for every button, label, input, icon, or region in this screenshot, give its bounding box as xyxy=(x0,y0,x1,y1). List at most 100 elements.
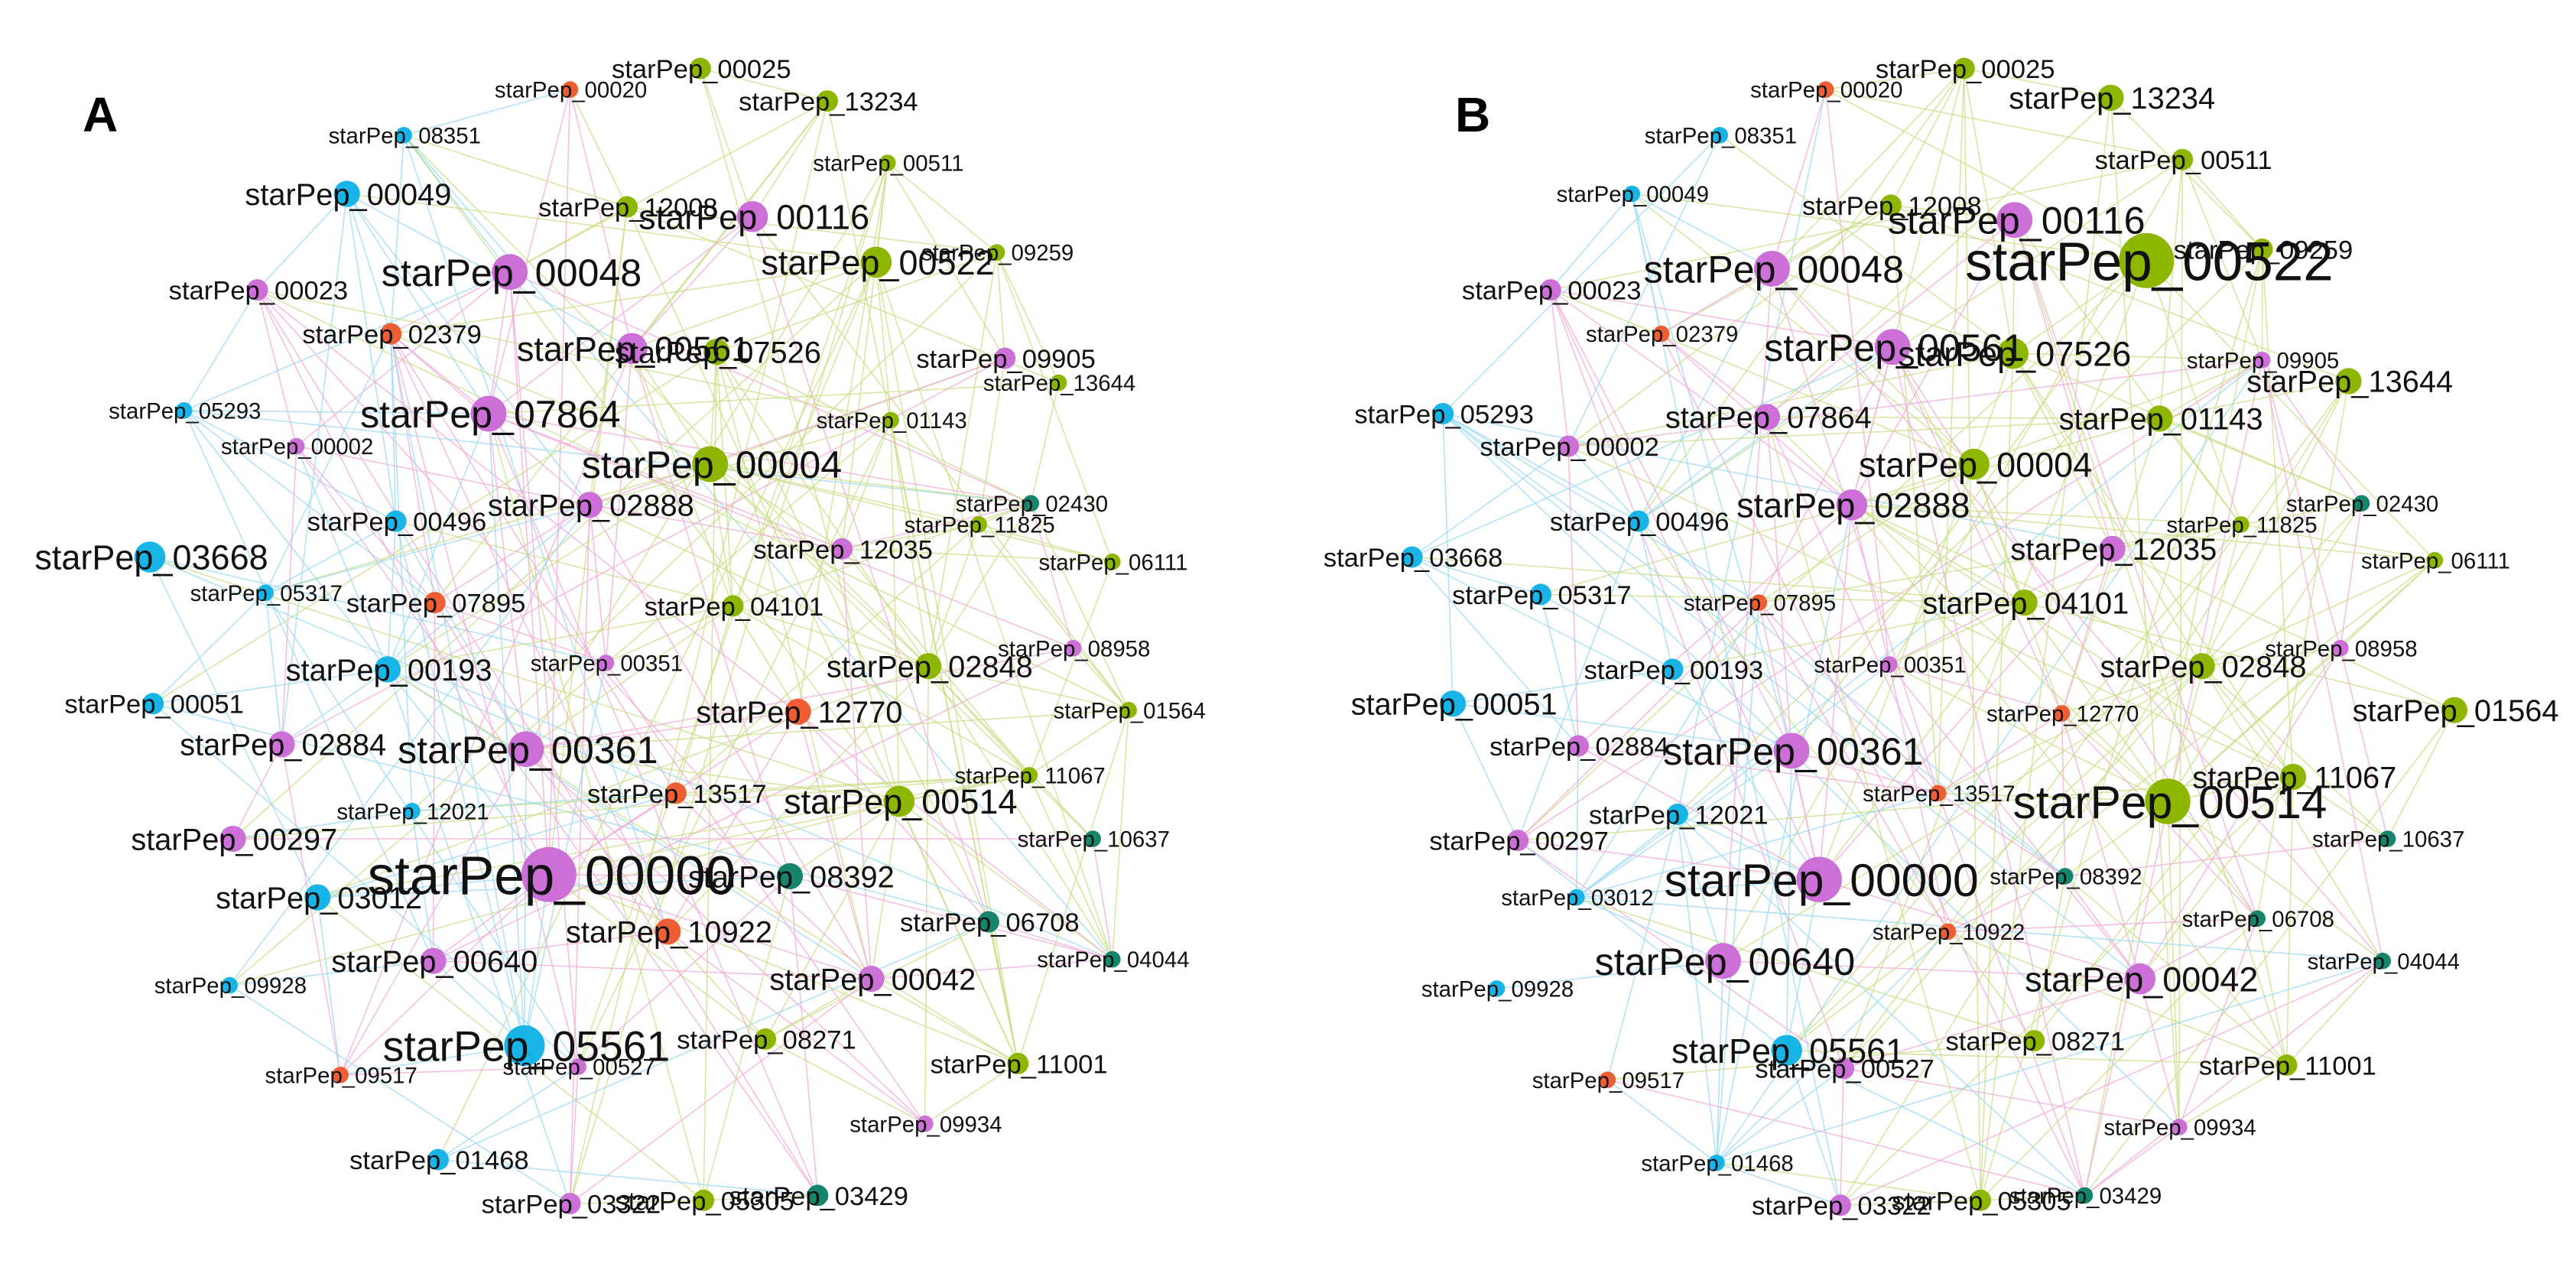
edge xyxy=(1496,960,1723,989)
node-starpep-00361 xyxy=(508,731,544,768)
node-starpep-11001 xyxy=(1007,1052,1029,1074)
edge xyxy=(390,271,511,335)
edge xyxy=(1606,1079,1717,1164)
edge xyxy=(2139,648,2341,979)
edge xyxy=(606,605,733,664)
node-label-starpep-00351: starPep_00351 xyxy=(531,651,683,677)
edge xyxy=(1607,1079,2085,1197)
node-starpep-12770 xyxy=(784,698,811,725)
edge xyxy=(752,100,828,217)
edge xyxy=(1716,505,1853,1163)
node-starpep-05305 xyxy=(693,1189,715,1211)
node-label-starpep-08351: starPep_08351 xyxy=(1645,123,1797,148)
edge xyxy=(1632,193,2147,262)
node-label-starpep-11067: starPep_11067 xyxy=(2192,761,2396,794)
node-label-starpep-12035: starPep_12035 xyxy=(753,535,933,564)
edge xyxy=(1517,840,1844,1069)
node-starpep-00116 xyxy=(1996,202,2033,238)
edge xyxy=(1576,792,1938,898)
node-starpep-00361 xyxy=(1773,733,1810,769)
node-group xyxy=(134,57,1137,1215)
node-label-starpep-01143: starPep_01143 xyxy=(2059,403,2263,437)
edge xyxy=(1452,668,1673,704)
node-label-starpep-11067: starPep_11067 xyxy=(955,764,1106,789)
node-starpep-03322 xyxy=(559,1193,581,1215)
edge xyxy=(152,703,579,1067)
edge xyxy=(898,801,1113,960)
edge xyxy=(2201,647,2340,667)
node-label-starpep-00051: starPep_00051 xyxy=(1351,688,1558,722)
edge xyxy=(1631,193,1772,270)
edge xyxy=(152,592,266,704)
node-label-starpep-09928: starPep_09928 xyxy=(1421,977,1574,1002)
edge xyxy=(1567,446,1579,746)
node-starpep-09259 xyxy=(2251,238,2273,260)
node-starpep-02888 xyxy=(577,492,603,518)
edge xyxy=(2084,1126,2180,1197)
edge xyxy=(1843,380,2350,1069)
edge xyxy=(887,162,998,253)
edge xyxy=(927,502,1031,667)
node-starpep-11825 xyxy=(2233,516,2250,533)
edge xyxy=(1843,1067,2180,1128)
edge xyxy=(577,420,892,1067)
edge xyxy=(548,874,791,877)
node-label-starpep-05317: starPep_05317 xyxy=(190,581,343,606)
edge xyxy=(340,1044,525,1076)
edge xyxy=(988,921,1019,1064)
edge xyxy=(403,135,929,667)
node-starpep-00640 xyxy=(420,947,447,974)
edge xyxy=(589,357,1005,506)
node-starpep-00004 xyxy=(692,446,729,482)
node-label-starpep-00640: starPep_00640 xyxy=(1595,941,1855,983)
edge xyxy=(257,289,1113,960)
node-label-starpep-09934: starPep_09934 xyxy=(849,1112,1002,1137)
edge xyxy=(2014,219,2242,525)
edge xyxy=(1028,561,1113,776)
node-label-starpep-07864: starPep_07864 xyxy=(1665,401,1872,435)
edge xyxy=(631,348,734,606)
edge xyxy=(152,351,717,704)
edge xyxy=(2261,249,2294,778)
edge xyxy=(875,262,1113,960)
edge xyxy=(265,593,283,745)
edge xyxy=(1550,289,1820,880)
edge xyxy=(1818,548,2113,880)
edge xyxy=(2024,524,2242,603)
node-starpep-09928 xyxy=(1488,980,1506,997)
edge xyxy=(1631,193,1975,465)
edge xyxy=(589,419,892,506)
edge xyxy=(2386,710,2455,840)
node-label-starpep-00193: starPep_00193 xyxy=(286,654,492,687)
edge xyxy=(2012,219,2016,354)
edge xyxy=(765,978,872,1040)
edge xyxy=(1722,268,1773,961)
node-starpep-02430 xyxy=(2353,495,2370,512)
node-starpep-03429 xyxy=(2076,1187,2094,1204)
node-starpep-05317 xyxy=(257,584,274,602)
edge xyxy=(1818,463,1975,880)
edge xyxy=(295,446,388,670)
edge xyxy=(789,876,1113,960)
node-label-starpep-12021: starPep_12021 xyxy=(336,799,489,824)
edge xyxy=(924,1063,1018,1125)
edge xyxy=(752,216,989,922)
edge xyxy=(387,668,677,794)
edge xyxy=(548,775,1030,876)
node-label-starpep-00522: starPep_00522 xyxy=(1965,232,2334,292)
edge xyxy=(700,68,753,217)
edge xyxy=(2261,359,2341,648)
node-label-starpep-08958: starPep_08958 xyxy=(998,636,1150,661)
node-starpep-08958 xyxy=(1064,639,1082,657)
edge xyxy=(1030,382,1060,504)
edge xyxy=(1889,664,2141,979)
node-starpep-04101 xyxy=(2011,590,2038,616)
node-label-starpep-05305: starPep_05305 xyxy=(1892,1187,2071,1216)
node-label-starpep-03668: starPep_03668 xyxy=(34,538,268,577)
edge xyxy=(387,668,872,979)
edge xyxy=(1607,1040,2035,1080)
node-starpep-00351 xyxy=(1881,656,1898,673)
edge xyxy=(184,410,489,414)
node-starpep-00051 xyxy=(142,693,164,715)
edge xyxy=(569,89,628,207)
